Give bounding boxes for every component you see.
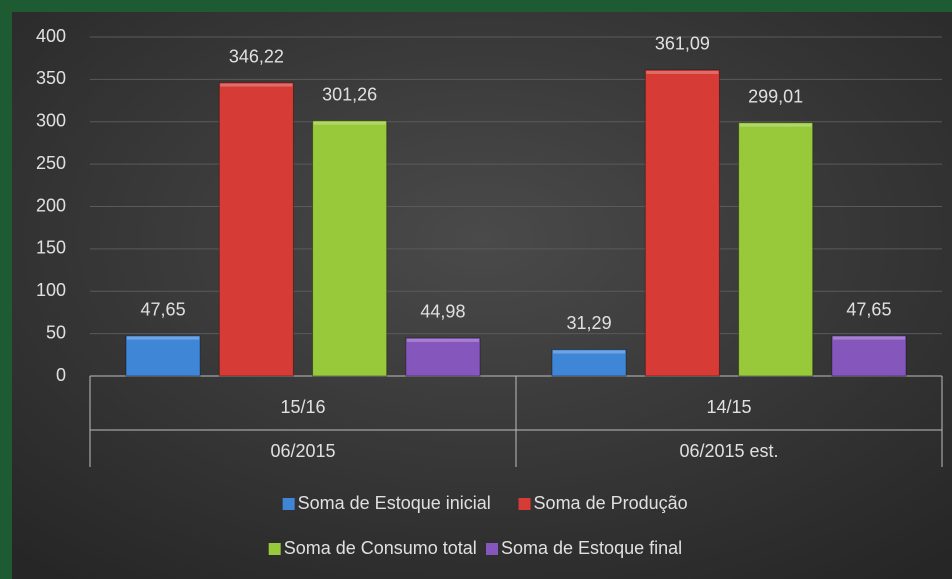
y-tick-label: 250 — [36, 153, 66, 173]
bar — [312, 120, 388, 377]
x-group-label: 06/2015 est. — [679, 441, 778, 461]
value-label: 299,01 — [748, 86, 803, 106]
bar-highlight — [220, 83, 293, 87]
legend-swatch — [282, 498, 295, 510]
y-tick-label: 0 — [56, 365, 66, 385]
bar — [551, 348, 627, 377]
legend-label: Soma de Estoque inicial — [298, 493, 491, 513]
value-label: 44,98 — [420, 302, 465, 322]
y-tick-label: 50 — [46, 322, 66, 342]
y-tick-label: 100 — [36, 280, 66, 300]
bar — [218, 82, 294, 377]
value-label: 47,65 — [141, 299, 186, 319]
bar-highlight — [126, 336, 200, 340]
legend-swatch — [486, 543, 498, 555]
value-label: 31,29 — [567, 313, 612, 333]
bar — [644, 69, 720, 377]
bar-highlight — [552, 350, 626, 354]
y-tick-label: 350 — [36, 68, 66, 88]
bar — [831, 335, 907, 377]
bar-highlight — [739, 123, 812, 127]
x-group-label: 06/2015 — [270, 441, 335, 461]
bar-highlight — [646, 70, 719, 74]
value-label: 301,26 — [322, 84, 377, 104]
legend-swatch — [268, 543, 281, 555]
bar-highlight — [406, 338, 480, 342]
bar-highlight — [313, 121, 386, 125]
x-tick-label: 15/16 — [280, 397, 325, 417]
y-tick-label: 150 — [36, 238, 66, 258]
legend-label: Soma de Consumo total — [284, 538, 477, 558]
value-label: 361,09 — [655, 34, 710, 54]
bar — [125, 335, 201, 377]
y-tick-label: 300 — [36, 111, 66, 131]
bar — [738, 122, 814, 377]
value-label: 47,65 — [846, 299, 891, 319]
legend-label: Soma de Produção — [534, 493, 688, 513]
bar — [405, 337, 481, 377]
y-tick-label: 200 — [36, 195, 66, 215]
legend-label: Soma de Estoque final — [501, 538, 682, 558]
legend-swatch — [518, 498, 531, 510]
y-tick-label: 400 — [36, 26, 66, 46]
x-tick-label: 14/15 — [706, 397, 751, 417]
bar-highlight — [832, 336, 906, 340]
value-label: 346,22 — [229, 46, 284, 66]
